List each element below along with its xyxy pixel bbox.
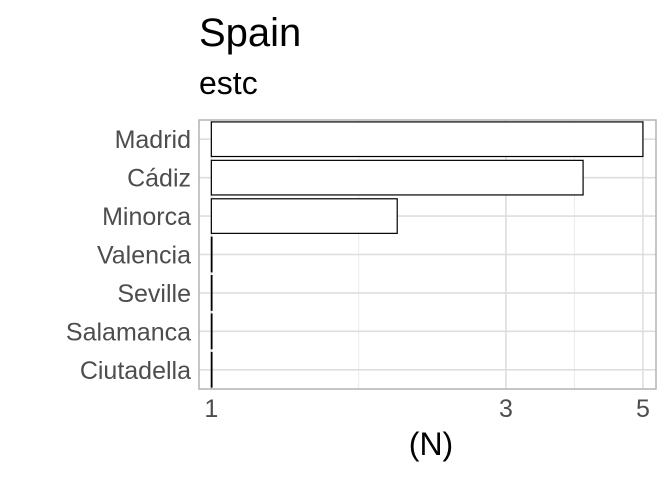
y-tick-label: Valencia [97, 242, 191, 270]
bar [210, 236, 213, 273]
x-tick-label: 1 [204, 395, 218, 423]
bar [210, 351, 213, 388]
x-axis-label: (N) [409, 426, 453, 462]
bar [210, 159, 584, 196]
y-tick-label: Madrid [115, 126, 191, 154]
x-tick-labels: 1 3 5 [204, 395, 649, 423]
y-tick-label: Seville [117, 280, 191, 308]
bars [210, 121, 644, 388]
bar [210, 198, 398, 234]
bar [210, 313, 213, 350]
plot-border [198, 119, 657, 390]
chart-subtitle: estc [199, 65, 258, 101]
chart-title: Spain [199, 11, 301, 55]
bar [210, 275, 213, 311]
y-tick-label: Ciutadella [80, 357, 191, 385]
x-tick-label: 5 [636, 395, 650, 423]
x-tick-label: 3 [499, 395, 513, 423]
y-tick-label: Minorca [102, 203, 191, 231]
y-tick-label: Cádiz [127, 165, 191, 193]
y-tick-labels: Madrid Cádiz Minorca Valencia Seville Salaman… [66, 126, 191, 385]
y-tick-label: Salamanca [66, 318, 191, 346]
bar [210, 121, 644, 158]
